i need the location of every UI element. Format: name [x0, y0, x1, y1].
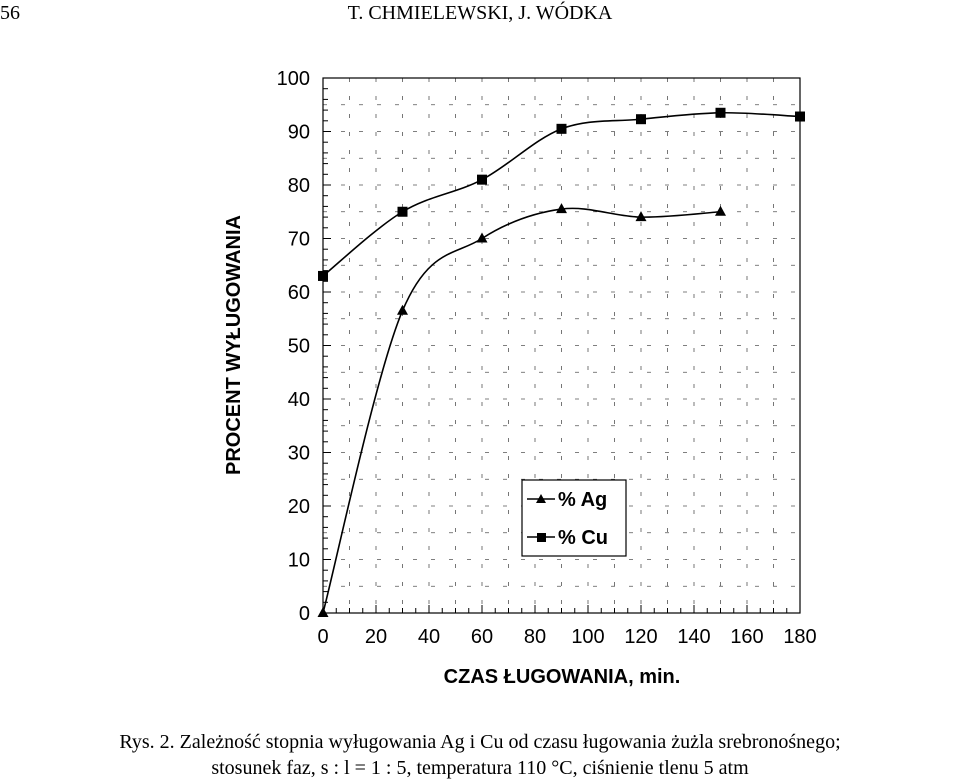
data-point-ag	[635, 211, 647, 222]
data-point-ag	[397, 304, 408, 315]
data-series	[317, 107, 805, 617]
y-tick-label: 0	[299, 603, 310, 625]
y-tick-label: 50	[288, 336, 310, 358]
y-tick-label: 80	[288, 175, 310, 197]
data-point-ag	[556, 203, 567, 214]
x-tick-label: 80	[524, 626, 546, 648]
series-line-cu	[322, 111, 801, 277]
page-number: 56	[0, 2, 20, 24]
y-tick-label: 10	[288, 550, 310, 572]
legend-ag-marker	[536, 494, 546, 503]
x-tick-label: 160	[730, 626, 763, 648]
data-point-cu	[636, 114, 646, 125]
legend-ag-label: % Ag	[558, 489, 607, 511]
axis-tick-labels: 0 20 40 60 80 100 120 140 160 180 0 10 20 30 40 50 60 70 8…	[277, 68, 817, 648]
y-tick-label: 90	[288, 122, 310, 144]
x-tick-label: 60	[471, 626, 493, 648]
grid-lines	[323, 78, 800, 613]
y-tick-label: 60	[288, 282, 310, 304]
legend-cu-marker	[537, 533, 546, 542]
figure-caption-line-2: stosunek faz, s : l = 1 : 5, temperatura…	[211, 757, 749, 779]
y-tick-label: 20	[288, 496, 310, 518]
x-axis-title: CZAS ŁUGOWANIA, min.	[444, 666, 681, 688]
chart-legend: % Ag % Cu	[521, 479, 627, 557]
x-tick-label: 40	[418, 626, 440, 648]
data-point-cu	[556, 123, 567, 134]
x-tick-label: 180	[783, 626, 816, 648]
x-tick-label: 20	[365, 626, 387, 648]
x-tick-label: 0	[317, 626, 328, 648]
data-point-ag	[317, 607, 329, 617]
x-tick-label: 100	[571, 626, 604, 648]
data-point-cu	[477, 174, 487, 185]
data-point-ag	[715, 205, 726, 216]
legend-box	[521, 479, 627, 557]
y-tick-label: 100	[277, 68, 310, 90]
x-tick-label: 120	[624, 626, 657, 648]
data-point-cu	[795, 111, 805, 122]
y-tick-label: 30	[288, 443, 310, 465]
figure-caption-line-1: Rys. 2. Zależność stopnia wyługowania Ag…	[119, 731, 841, 753]
y-axis-title: PROCENT WYŁUGOWANIA	[223, 215, 245, 475]
y-tick-label: 40	[288, 389, 310, 411]
data-point-cu	[715, 107, 726, 118]
data-point-ag	[476, 232, 488, 243]
legend-cu-label: % Cu	[558, 527, 608, 549]
x-tick-label: 140	[677, 626, 710, 648]
data-point-cu	[318, 270, 328, 281]
running-header: T. CHMIELEWSKI, J. WÓDKA	[347, 2, 613, 24]
data-point-cu	[397, 206, 408, 217]
y-tick-label: 70	[288, 229, 310, 251]
